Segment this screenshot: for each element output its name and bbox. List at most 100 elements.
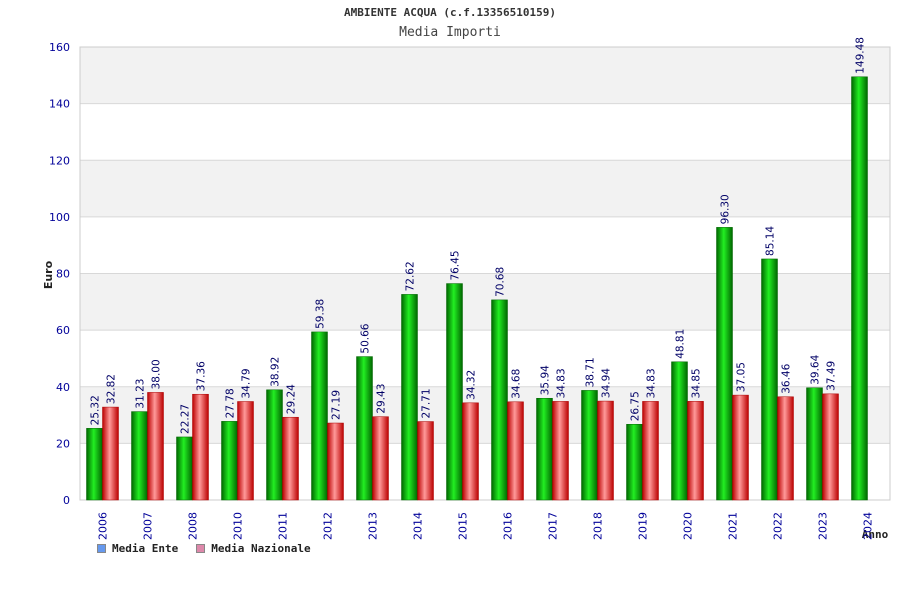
bar-media-nazionale <box>732 394 749 501</box>
x-tick-label: 2018 <box>592 512 605 540</box>
data-label: 76.45 <box>450 250 462 280</box>
data-label: 31.23 <box>135 379 147 409</box>
chart-title: AMBIENTE ACQUA (c.f.13356510159) <box>344 6 556 19</box>
x-tick-label: 2007 <box>142 512 155 540</box>
data-label: 149.48 <box>855 37 867 74</box>
data-label: 34.79 <box>241 368 253 398</box>
legend-label-media-nazionale: Media Nazionale <box>211 542 311 555</box>
bar-media-nazionale <box>552 401 569 501</box>
x-tick-label: 2023 <box>817 512 830 540</box>
x-tick-label: 2008 <box>187 512 200 540</box>
data-label: 27.71 <box>421 388 433 418</box>
bar-media-ente <box>761 258 778 501</box>
plot-band <box>80 386 890 444</box>
chart-subtitle: Media Importi <box>399 25 501 40</box>
bar-media-ente <box>356 356 373 501</box>
bar-media-nazionale <box>372 416 389 501</box>
data-label: 25.32 <box>90 395 102 425</box>
legend-swatch-media-nazionale <box>196 544 206 553</box>
bar-media-nazionale <box>777 396 794 501</box>
bar-media-ente <box>671 361 688 501</box>
x-tick-label: 2012 <box>322 512 335 540</box>
plot-border <box>79 46 891 501</box>
x-tick-label: 2006 <box>97 512 110 540</box>
bar-media-ente <box>176 436 193 501</box>
data-label: 32.82 <box>106 374 118 404</box>
bar-media-ente <box>851 76 868 501</box>
data-label: 29.24 <box>286 384 298 414</box>
data-label: 39.64 <box>810 354 822 384</box>
bar-media-ente <box>221 421 238 501</box>
data-label: 37.36 <box>196 361 208 391</box>
bar-media-ente <box>536 397 553 501</box>
legend-label-media-ente: Media Ente <box>112 542 179 555</box>
data-label: 22.27 <box>180 404 192 434</box>
plot-band <box>80 47 890 104</box>
data-label: 70.68 <box>495 267 507 297</box>
data-label: 34.83 <box>556 368 568 398</box>
y-tick-label: 160 <box>49 41 70 54</box>
legend: Media Ente Media Nazionale <box>97 542 311 555</box>
data-label: 26.75 <box>630 391 642 421</box>
data-label: 72.62 <box>405 261 417 291</box>
bar-media-nazionale <box>462 402 479 501</box>
x-tick-label: 2010 <box>232 512 245 540</box>
data-label: 34.85 <box>691 368 703 398</box>
bar-media-nazionale <box>102 406 119 501</box>
data-label: 38.92 <box>270 357 282 387</box>
x-tick-label: 2019 <box>637 512 650 540</box>
bar-media-ente <box>86 428 103 501</box>
data-label: 96.30 <box>720 194 732 224</box>
data-label: 34.94 <box>601 368 613 398</box>
bar-media-nazionale <box>147 392 164 501</box>
data-label: 36.46 <box>781 363 793 393</box>
data-label: 85.14 <box>765 226 777 256</box>
bar-media-ente <box>626 424 643 501</box>
y-tick-label: 120 <box>49 154 70 167</box>
bar-media-ente <box>401 294 418 501</box>
data-label: 38.00 <box>151 359 163 389</box>
x-tick-label: 2011 <box>277 512 290 540</box>
data-label: 38.71 <box>585 357 597 387</box>
bar-media-nazionale <box>642 401 659 501</box>
y-axis-label: Euro <box>42 260 55 289</box>
data-label: 34.32 <box>466 370 478 400</box>
plot-band <box>80 160 890 217</box>
x-tick-label: 2020 <box>682 512 695 540</box>
data-label: 27.78 <box>225 388 237 418</box>
plot-band <box>80 216 890 274</box>
x-tick-label: 2017 <box>547 512 560 540</box>
x-tick-label: 2022 <box>772 512 785 540</box>
bar-media-ente <box>491 299 508 501</box>
data-label: 50.66 <box>360 323 372 353</box>
y-tick-label: 0 <box>63 494 70 507</box>
x-tick-label: 2014 <box>412 512 425 540</box>
x-tick-label: 2024 <box>862 512 875 540</box>
bar-media-nazionale <box>282 416 299 501</box>
y-tick-label: 40 <box>56 381 70 394</box>
bar-media-nazionale <box>237 401 254 501</box>
data-label: 37.49 <box>826 361 838 391</box>
x-tick-label: 2016 <box>502 512 515 540</box>
data-label: 34.68 <box>511 369 523 399</box>
bar-media-ente <box>131 411 148 501</box>
bar-media-nazionale <box>192 393 209 501</box>
y-tick-label: 140 <box>49 98 70 111</box>
bar-media-ente <box>806 387 823 501</box>
data-label: 48.81 <box>675 329 687 359</box>
bar-media-ente <box>446 283 463 501</box>
plot-band <box>80 330 890 387</box>
bar-media-ente <box>311 331 328 501</box>
data-label: 27.19 <box>331 390 343 420</box>
x-axis-label: Anno <box>862 528 889 541</box>
bar-media-ente <box>266 389 283 501</box>
bar-media-ente <box>716 227 733 501</box>
y-tick-label: 100 <box>49 211 70 224</box>
data-label: 59.38 <box>315 299 327 329</box>
plot-band <box>80 103 890 161</box>
data-label: 34.83 <box>646 368 658 398</box>
plot-band <box>80 443 890 500</box>
bar-media-nazionale <box>822 393 839 501</box>
legend-item-media-nazionale: Media Nazionale <box>196 542 311 555</box>
